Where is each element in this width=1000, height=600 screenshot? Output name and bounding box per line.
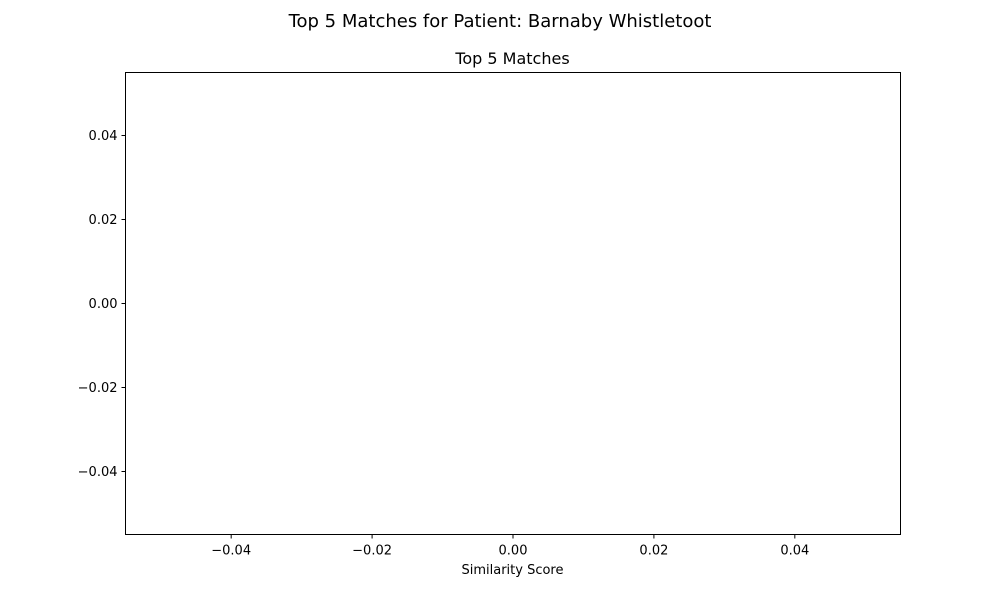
x-tick-label: −0.02	[352, 544, 392, 559]
x-axis-label: Similarity Score	[461, 563, 563, 578]
y-tick-label: 0.02	[89, 213, 118, 228]
y-tick-label: −0.02	[78, 381, 118, 396]
chart-suptitle: Top 5 Matches for Patient: Barnaby Whist…	[288, 11, 712, 32]
x-tick-label: 0.02	[639, 544, 668, 559]
x-tick-label: −0.04	[211, 544, 251, 559]
y-tick-label: −0.04	[78, 465, 118, 480]
plot-area	[125, 72, 901, 535]
axes-title: Top 5 Matches	[454, 49, 569, 68]
y-tick-label: 0.00	[89, 297, 118, 312]
x-tick-label: 0.00	[499, 544, 528, 559]
x-tick-label: 0.04	[780, 544, 809, 559]
y-tick-label: 0.04	[89, 129, 118, 144]
x-axis-ticks: −0.04 −0.02 0.00 0.02 0.04	[211, 534, 809, 559]
y-axis-ticks: 0.04 0.02 0.00 −0.02 −0.04	[78, 129, 126, 480]
